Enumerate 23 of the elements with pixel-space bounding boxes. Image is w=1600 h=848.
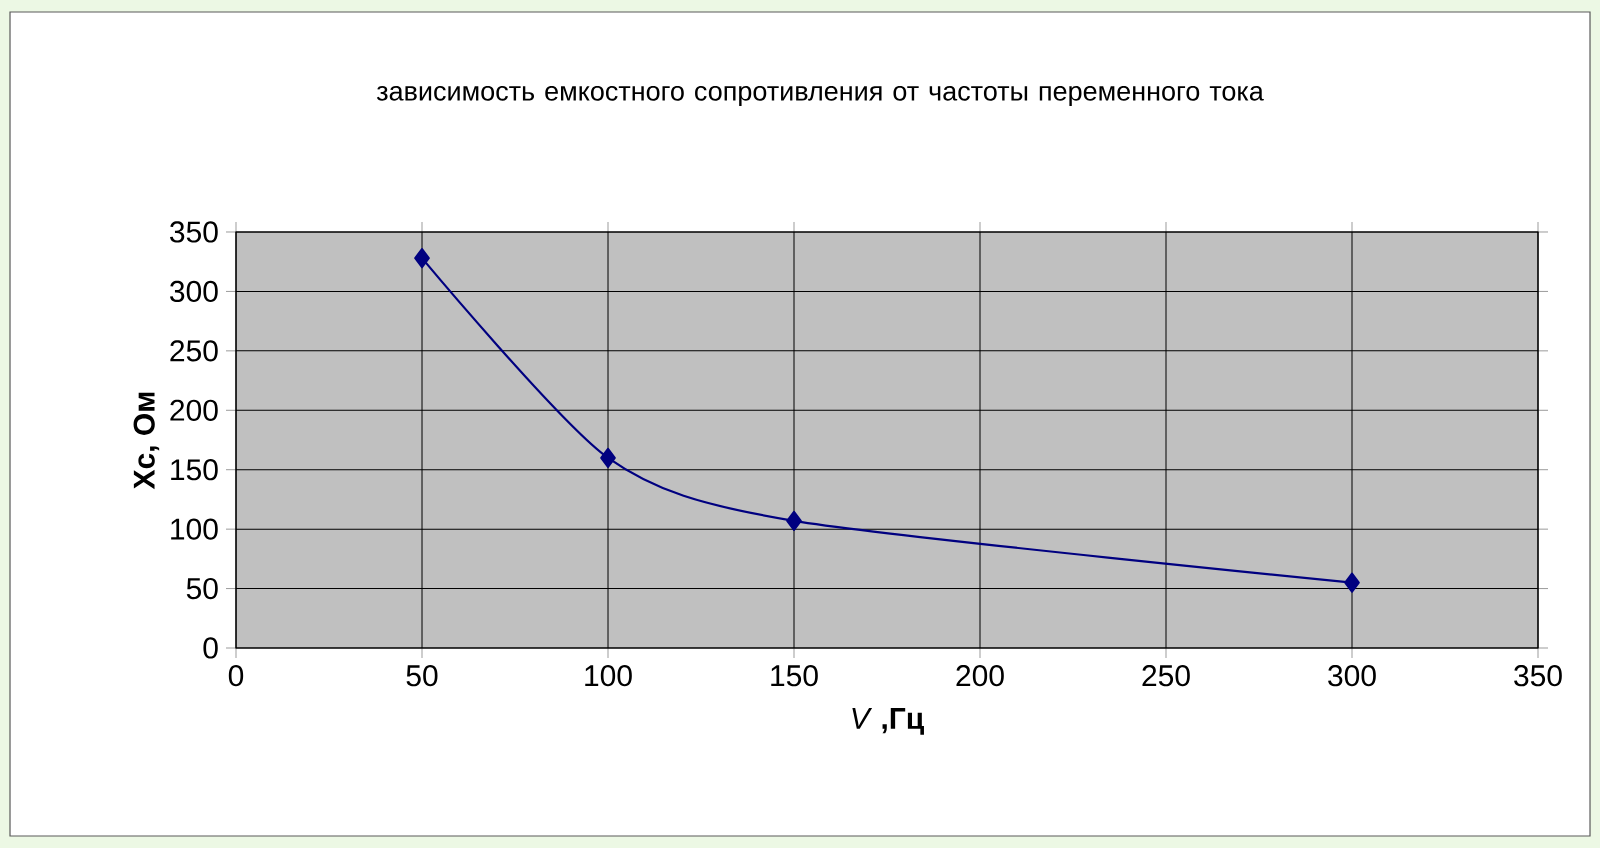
x-tick-label: 300 xyxy=(1328,665,1376,687)
point xyxy=(414,248,430,269)
chart-title: зависимость емкостного сопротивления от частоты переменного тока xyxy=(376,85,1264,107)
y-tick-label: 300 xyxy=(170,280,218,303)
y-tick-label: 200 xyxy=(170,399,218,421)
x-tick-label: 50 xyxy=(406,665,438,687)
y-tick-label: 0 xyxy=(203,637,218,659)
y-axis-title: Xc, Ом xyxy=(133,392,160,490)
point xyxy=(600,447,616,468)
y-tick-label: 350 xyxy=(170,221,218,243)
x-tick-label: 100 xyxy=(585,665,632,687)
x-tick-label: 0 xyxy=(228,665,244,687)
x-axis-title: V ,Гц xyxy=(852,708,924,735)
x-tick-label: 350 xyxy=(1514,665,1562,687)
point xyxy=(1344,572,1360,593)
x-tick-label: 150 xyxy=(771,665,818,687)
y-tick-label: 50 xyxy=(186,577,218,600)
x-tick-label: 250 xyxy=(1142,665,1190,687)
x-tick-label: 200 xyxy=(956,665,1004,687)
y-tick-label: 150 xyxy=(171,459,218,481)
y-tick-label: 100 xyxy=(171,518,218,540)
y-tick-label: 250 xyxy=(170,340,218,362)
point xyxy=(786,510,802,531)
